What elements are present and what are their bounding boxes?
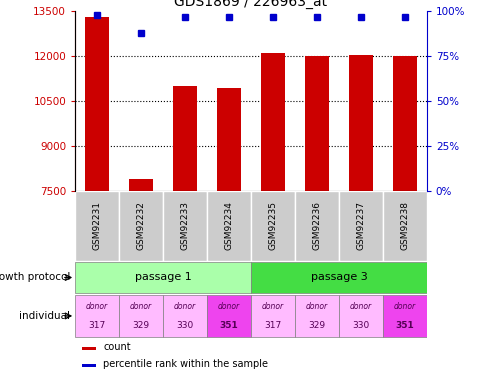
- Bar: [392, 56, 416, 191]
- Text: GSM92238: GSM92238: [399, 201, 408, 250]
- Text: 351: 351: [394, 321, 413, 330]
- Text: GSM92232: GSM92232: [136, 201, 145, 250]
- FancyBboxPatch shape: [75, 262, 251, 292]
- Text: individual: individual: [19, 311, 70, 321]
- Text: passage 3: passage 3: [310, 273, 366, 282]
- FancyBboxPatch shape: [163, 295, 207, 337]
- Text: 330: 330: [351, 321, 369, 330]
- FancyBboxPatch shape: [163, 191, 207, 261]
- Text: 317: 317: [264, 321, 281, 330]
- FancyBboxPatch shape: [294, 295, 338, 337]
- Text: GSM92236: GSM92236: [312, 201, 321, 250]
- Text: donor: donor: [261, 302, 284, 311]
- FancyBboxPatch shape: [382, 191, 426, 261]
- Text: donor: donor: [130, 302, 152, 311]
- FancyBboxPatch shape: [382, 295, 426, 337]
- Text: GSM92237: GSM92237: [356, 201, 364, 250]
- Text: donor: donor: [305, 302, 327, 311]
- Text: donor: donor: [349, 302, 371, 311]
- Text: passage 1: passage 1: [135, 273, 191, 282]
- Text: donor: donor: [393, 302, 415, 311]
- Text: 329: 329: [308, 321, 325, 330]
- Text: growth protocol: growth protocol: [0, 273, 70, 282]
- FancyBboxPatch shape: [207, 295, 251, 337]
- Text: donor: donor: [174, 302, 196, 311]
- Bar: [260, 53, 285, 191]
- Bar: [348, 55, 372, 191]
- Text: 330: 330: [176, 321, 193, 330]
- FancyBboxPatch shape: [251, 191, 294, 261]
- Text: GSM92231: GSM92231: [92, 201, 102, 250]
- FancyBboxPatch shape: [338, 295, 382, 337]
- Text: percentile rank within the sample: percentile rank within the sample: [103, 359, 268, 369]
- Bar: [173, 86, 197, 191]
- FancyBboxPatch shape: [82, 347, 96, 350]
- Text: GSM92233: GSM92233: [180, 201, 189, 250]
- FancyBboxPatch shape: [75, 295, 119, 337]
- FancyBboxPatch shape: [207, 191, 251, 261]
- FancyBboxPatch shape: [251, 262, 426, 292]
- Bar: [129, 179, 153, 191]
- FancyBboxPatch shape: [251, 295, 294, 337]
- Text: donor: donor: [217, 302, 240, 311]
- FancyBboxPatch shape: [82, 364, 96, 367]
- FancyBboxPatch shape: [75, 191, 119, 261]
- FancyBboxPatch shape: [338, 191, 382, 261]
- FancyBboxPatch shape: [119, 191, 163, 261]
- Bar: [85, 17, 109, 191]
- FancyBboxPatch shape: [294, 191, 338, 261]
- Text: donor: donor: [86, 302, 108, 311]
- FancyBboxPatch shape: [119, 295, 163, 337]
- Text: 351: 351: [219, 321, 238, 330]
- Text: 317: 317: [89, 321, 106, 330]
- Text: GSM92235: GSM92235: [268, 201, 277, 250]
- Text: count: count: [103, 342, 131, 352]
- Text: 329: 329: [132, 321, 150, 330]
- Bar: [304, 56, 328, 191]
- Text: GSM92234: GSM92234: [224, 201, 233, 250]
- Bar: [216, 88, 241, 191]
- Title: GDS1869 / 226963_at: GDS1869 / 226963_at: [174, 0, 327, 9]
